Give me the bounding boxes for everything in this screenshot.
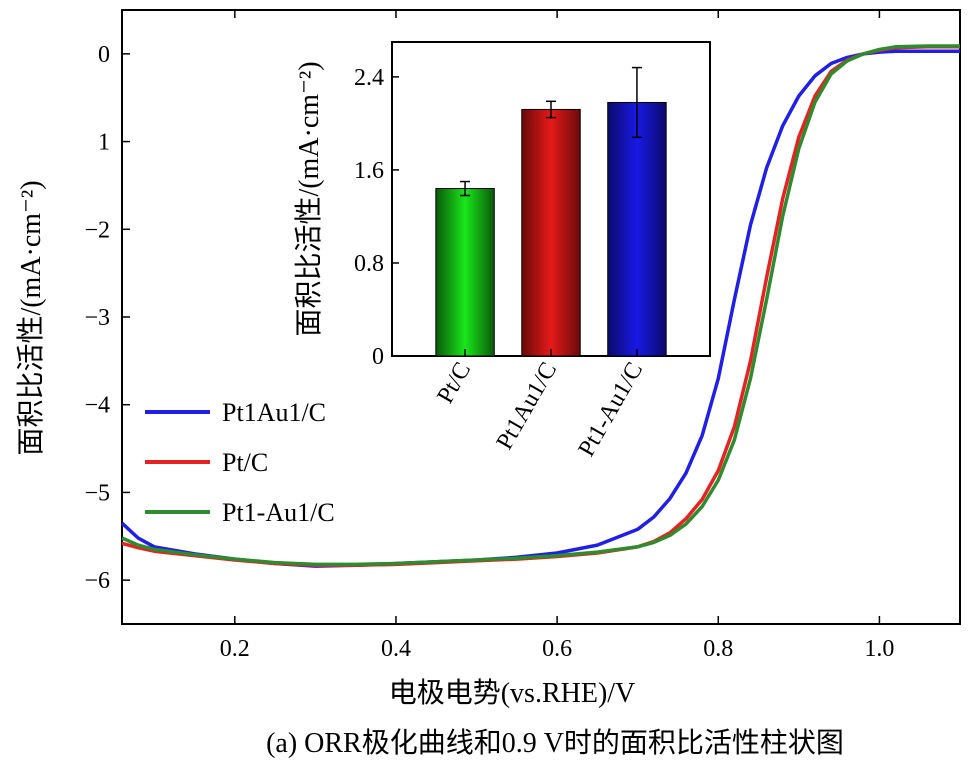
inset-bar-2	[607, 101, 667, 357]
inset-y-axis-label: 面积比活性/(mA·cm⁻²)	[293, 61, 325, 336]
main-x-axis-label: 电极电势(vs.RHE)/V	[389, 677, 636, 709]
main-x-tick-label: 0.4	[381, 636, 411, 662]
inset-axis-ticks: 0 0.8 1.6 2.4	[354, 65, 399, 370]
main-x-tick-label: 0.2	[220, 636, 250, 662]
main-axis-ticks: 0.2 0.4 0.6 0.8 1.0 0 1 −2 −3 −4 −5 −6	[84, 10, 894, 662]
main-x-tick-label: 1.0	[864, 636, 894, 662]
legend-label-0: Pt1Au1/C	[222, 398, 326, 427]
inset-y-tick-label: 0.8	[354, 251, 384, 277]
main-y-tick-label: 0	[98, 42, 110, 68]
inset-y-tick-label: 1.6	[354, 158, 384, 184]
inset-y-tick-label: 2.4	[354, 65, 384, 91]
legend-label-2: Pt1-Au1/C	[222, 498, 335, 527]
main-legend: Pt1Au1/C Pt/C Pt1-Au1/C	[145, 398, 335, 527]
series-line-2	[121, 44, 960, 567]
inset-bar-1	[521, 108, 581, 357]
main-y-tick-label: −2	[84, 217, 110, 243]
main-x-tick-label: 0.6	[542, 636, 572, 662]
main-y-tick-label: −5	[84, 480, 110, 506]
inset-y-tick-label: 0	[372, 344, 384, 370]
main-y-axis-label: 面积比活性/(mA·cm⁻²)	[15, 180, 47, 455]
inset-bar-0	[435, 188, 495, 357]
main-curves	[120, 44, 960, 568]
main-y-tick-label: −3	[84, 305, 110, 331]
main-x-tick-label: 0.8	[703, 636, 733, 662]
main-y-tick-label: −6	[84, 568, 110, 594]
main-y-tick-label: 1	[98, 130, 110, 156]
main-y-tick-label: −4	[84, 393, 110, 419]
figure-caption: (a) ORR极化曲线和0.9 V时的面积比活性柱状图	[266, 727, 844, 759]
legend-label-1: Pt/C	[222, 448, 268, 477]
